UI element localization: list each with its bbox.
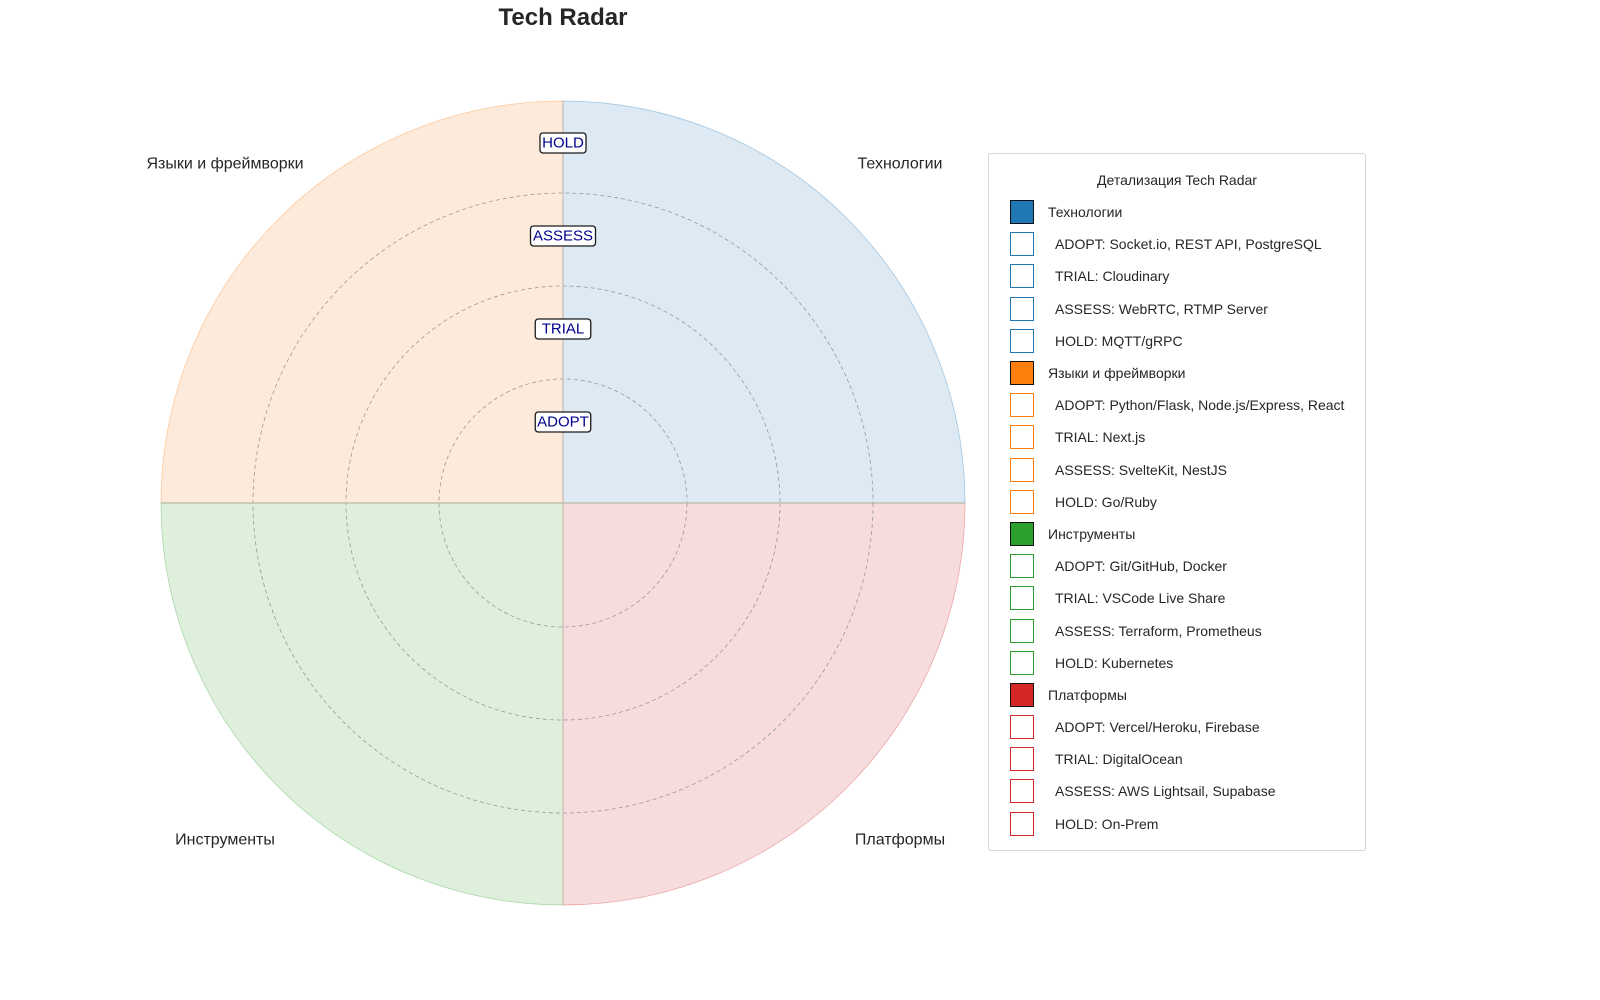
legend-item: ADOPT: Socket.io, REST API, PostgreSQL [1010,228,1344,260]
chart-title: Tech Radar [499,4,628,31]
legend-group-label: Инструменты [1048,525,1136,542]
legend-item-label: HOLD: Go/Ruby [1055,493,1157,510]
legend-item-label: TRIAL: VSCode Live Share [1055,590,1226,607]
legend-swatch-outline [1010,747,1034,772]
legend-swatch-outline [1010,457,1034,482]
legend-item: ASSESS: AWS Lightsail, Supabase [1010,775,1344,807]
legend-swatch-filled [1010,200,1034,225]
ring-label-adopt: ADOPT [534,411,592,433]
legend-group-label: Технологии [1048,204,1123,221]
legend-item: TRIAL: Cloudinary [1010,260,1344,292]
legend-item: HOLD: MQTT/gRPC [1010,325,1344,357]
legend-group-3: Инструменты [1010,518,1344,550]
legend-swatch-outline [1010,264,1034,289]
legend-item-label: ASSESS: WebRTC, RTMP Server [1055,300,1268,317]
legend-group-label: Платформы [1048,686,1127,703]
legend-item-label: HOLD: Kubernetes [1055,654,1174,671]
ring-label-assess: ASSESS [529,225,597,247]
svg-text:HOLD: HOLD [542,135,584,152]
quadrant-sector-3 [160,502,564,906]
legend-item-label: ASSESS: SvelteKit, NestJS [1055,461,1227,478]
ring-label-trial: TRIAL [534,318,592,340]
quadrant-sector-4 [562,502,966,906]
legend-swatch-outline [1010,715,1034,740]
legend-item-label: ADOPT: Vercel/Heroku, Firebase [1055,719,1260,736]
legend-items: Технологии ADOPT: Socket.io, REST API, Po… [1010,196,1344,840]
legend-item: TRIAL: Next.js [1010,421,1344,453]
legend-item-label: TRIAL: Cloudinary [1055,268,1170,285]
legend-item-label: ASSESS: Terraform, Prometheus [1055,622,1262,639]
legend-swatch-outline [1010,618,1034,643]
svg-text:TRIAL: TRIAL [542,321,585,338]
legend-item: ADOPT: Vercel/Heroku, Firebase [1010,711,1344,743]
legend-item: HOLD: Go/Ruby [1010,486,1344,518]
legend-item-label: ADOPT: Python/Flask, Node.js/Express, Re… [1055,397,1345,414]
legend-item-label: HOLD: MQTT/gRPC [1055,332,1183,349]
legend-swatch-filled [1010,521,1034,546]
legend-item: HOLD: On-Prem [1010,808,1344,840]
legend-swatch-outline [1010,393,1034,418]
legend-item: ASSESS: WebRTC, RTMP Server [1010,293,1344,325]
legend-item-label: ADOPT: Socket.io, REST API, PostgreSQL [1055,236,1322,253]
legend-item-label: ASSESS: AWS Lightsail, Supabase [1055,783,1276,800]
legend-item: ADOPT: Python/Flask, Node.js/Express, Re… [1010,389,1344,421]
legend-item-label: ADOPT: Git/GitHub, Docker [1055,558,1227,575]
legend-swatch-filled [1010,682,1034,707]
legend-item-label: HOLD: On-Prem [1055,815,1159,832]
legend-item: HOLD: Kubernetes [1010,647,1344,679]
legend-swatch-outline [1010,586,1034,611]
quadrant-label-1: Технологии [858,156,943,173]
legend-group-4: Платформы [1010,679,1344,711]
legend-swatch-outline [1010,489,1034,514]
quadrant-label-2: Языки и фреймворки [146,156,303,173]
legend-swatch-outline [1010,328,1034,353]
legend-swatch-outline [1010,232,1034,257]
legend-swatch-outline [1010,811,1034,836]
svg-text:ASSESS: ASSESS [533,228,593,245]
legend-swatch-outline [1010,779,1034,804]
legend-item: TRIAL: VSCode Live Share [1010,582,1344,614]
legend-group-1: Технологии [1010,196,1344,228]
quadrant-label-4: Платформы [855,832,945,849]
legend: Детализация Tech Radar Технологии ADOPT: … [988,153,1366,851]
legend-title: Детализация Tech Radar [1097,172,1257,188]
legend-swatch-filled [1010,361,1034,386]
legend-group-2: Языки и фреймворки [1010,357,1344,389]
legend-group-label: Языки и фреймворки [1048,365,1186,382]
legend-item: ADOPT: Git/GitHub, Docker [1010,550,1344,582]
legend-swatch-outline [1010,296,1034,321]
svg-text:ADOPT: ADOPT [537,414,589,431]
quadrant-sector-2 [160,100,564,504]
legend-item: ASSESS: Terraform, Prometheus [1010,614,1344,646]
legend-swatch-outline [1010,425,1034,450]
quadrant-label-3: Инструменты [175,832,275,849]
legend-item-label: TRIAL: Next.js [1055,429,1146,446]
quadrant-sector-1 [562,100,966,504]
tech-radar-diagram: Tech Radar ADOPT TRIAL ASSESS HOLD Технолог… [146,4,966,906]
ring-label-hold: HOLD [539,132,587,154]
legend-item-label: TRIAL: DigitalOcean [1055,751,1183,768]
legend-swatch-outline [1010,650,1034,675]
legend-swatch-outline [1010,554,1034,579]
legend-item: ASSESS: SvelteKit, NestJS [1010,454,1344,486]
legend-item: TRIAL: DigitalOcean [1010,743,1344,775]
